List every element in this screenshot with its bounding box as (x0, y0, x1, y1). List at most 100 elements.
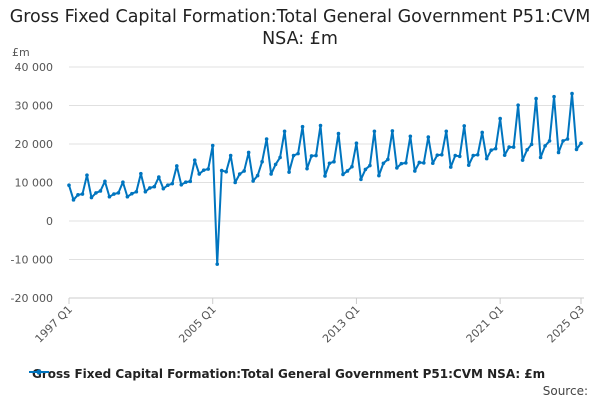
data-point (305, 166, 309, 171)
data-point (94, 191, 98, 195)
data-point (183, 180, 188, 184)
y-tick-label: -20 000 (11, 292, 53, 305)
data-point (516, 103, 520, 107)
data-point (251, 179, 255, 183)
data-point (197, 172, 202, 176)
data-point (511, 145, 516, 149)
data-point (233, 180, 237, 185)
data-point (489, 148, 493, 152)
data-point (435, 153, 440, 157)
data-point (134, 189, 139, 194)
data-point (543, 144, 547, 148)
data-point (363, 167, 368, 172)
data-point (71, 198, 76, 202)
data-point (170, 181, 175, 186)
data-point (507, 145, 511, 149)
data-point (354, 141, 359, 146)
data-point (67, 183, 71, 187)
y-tick-label: 20 000 (15, 138, 54, 151)
data-point (166, 183, 170, 187)
data-point (462, 124, 467, 128)
data-point (282, 129, 287, 134)
x-tick-label: 2005 Q1 (176, 303, 219, 346)
data-point (399, 161, 404, 166)
data-point (408, 134, 413, 139)
series-line (68, 92, 582, 266)
data-point (471, 153, 476, 158)
data-point (242, 169, 246, 173)
data-point (215, 262, 220, 266)
data-point (556, 150, 561, 155)
data-point (98, 189, 103, 193)
data-point (224, 169, 228, 174)
data-point (246, 150, 251, 155)
data-point (534, 96, 538, 101)
data-point (332, 159, 336, 164)
data-point (103, 179, 107, 184)
data-point (148, 186, 152, 190)
x-tick-label: 1997 Q1 (33, 303, 76, 346)
data-point (152, 184, 157, 189)
data-point (327, 161, 332, 166)
data-point (323, 174, 327, 178)
data-point (269, 172, 273, 176)
data-point (296, 151, 300, 156)
data-point (291, 153, 296, 158)
data-point (219, 168, 224, 173)
data-point (439, 152, 444, 157)
data-point (260, 159, 264, 164)
data-point (192, 158, 197, 162)
data-point (309, 154, 314, 158)
data-point (237, 172, 242, 176)
data-point (76, 193, 80, 197)
data-point (255, 173, 260, 178)
data-point (422, 161, 426, 165)
data-point (502, 153, 507, 157)
data-point (116, 191, 121, 195)
data-point (107, 194, 112, 199)
data-point (390, 129, 395, 133)
data-point (579, 141, 583, 146)
data-point (466, 163, 471, 167)
data-point (520, 158, 525, 162)
y-axis-label: £m (12, 46, 30, 59)
data-point (359, 177, 363, 182)
data-point (430, 161, 435, 166)
legend[interactable]: Gross Fixed Capital Formation:Total Gene… (28, 367, 545, 381)
data-point (493, 146, 498, 151)
source-label: Source: (542, 384, 588, 398)
chart-title: Gross Fixed Capital Formation:Total Gene… (9, 7, 591, 49)
x-tick-label: 2021 Q1 (464, 303, 507, 346)
data-point (395, 166, 399, 170)
data-point (538, 155, 543, 160)
y-tick-label: 40 000 (15, 61, 54, 74)
data-point (210, 143, 215, 148)
data-point (475, 152, 480, 157)
data-point (318, 123, 323, 128)
data-point (561, 139, 565, 143)
data-point (264, 137, 269, 141)
data-point (188, 179, 193, 184)
data-point (377, 173, 381, 178)
data-point (287, 170, 291, 174)
data-point (404, 161, 408, 165)
data-point (413, 169, 417, 173)
y-tick-label: 0 (46, 215, 53, 228)
data-point (457, 154, 462, 159)
data-point (484, 156, 489, 161)
data-point (417, 160, 422, 165)
data-point (130, 191, 134, 196)
data-point (372, 129, 377, 134)
data-point (89, 195, 94, 200)
data-point (157, 175, 161, 179)
data-point (201, 168, 206, 172)
data-point (453, 153, 458, 158)
data-point (529, 142, 534, 147)
data-point (112, 192, 116, 196)
data-point (80, 192, 85, 196)
data-point (426, 135, 431, 139)
y-tick-label: 10 000 (15, 177, 54, 190)
data-point (444, 129, 449, 134)
data-point (121, 180, 125, 184)
